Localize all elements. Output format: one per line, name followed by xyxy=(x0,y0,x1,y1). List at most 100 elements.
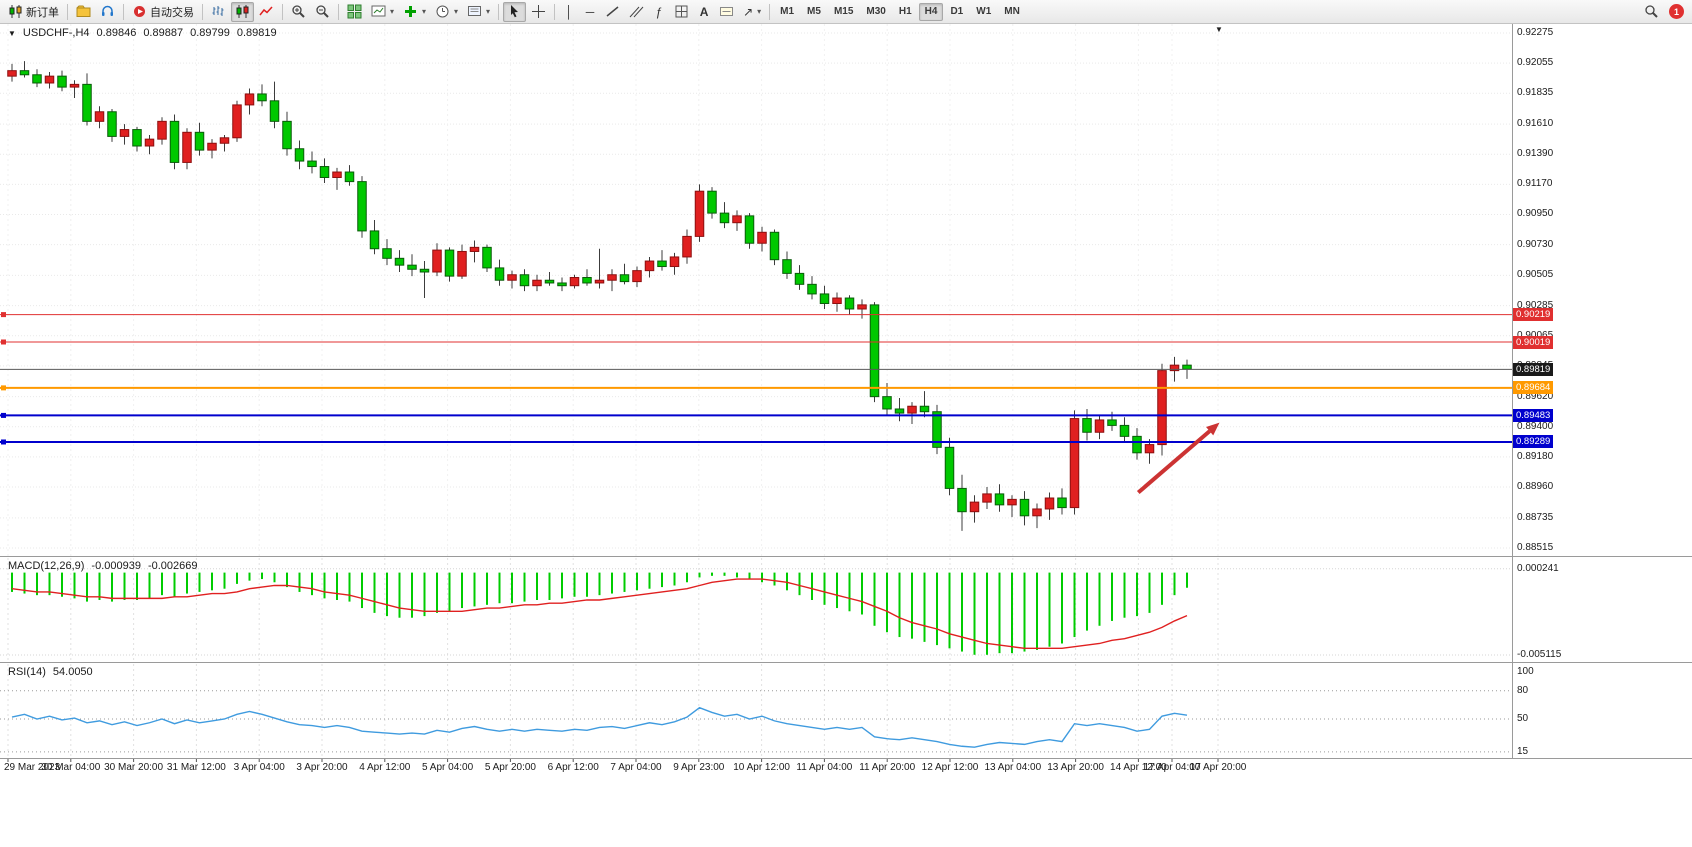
toolbar-separator xyxy=(67,3,68,20)
indicators-plus-icon xyxy=(403,4,418,19)
auto-trading-button[interactable]: 自动交易 xyxy=(128,2,198,22)
profiles-button[interactable] xyxy=(72,2,95,22)
candle-body xyxy=(369,230,380,250)
candle-body xyxy=(982,493,992,503)
time-axis-label: 9 Apr 23:00 xyxy=(673,762,725,773)
chevron-down-icon: ▾ xyxy=(422,7,427,16)
timeframe-button-m30[interactable]: M30 xyxy=(860,3,891,21)
collapse-arrow-icon[interactable]: ▼ xyxy=(8,29,16,38)
timeframe-button-h4[interactable]: H4 xyxy=(918,2,944,21)
trend-arrow-object[interactable] xyxy=(1136,429,1211,495)
candle-body xyxy=(419,268,430,273)
candle-body xyxy=(494,267,505,281)
rsi-axis-label: 50 xyxy=(1517,713,1529,724)
candle-body xyxy=(1032,508,1042,517)
text-button[interactable]: A xyxy=(694,2,714,22)
zoom-out-icon xyxy=(315,4,330,19)
time-axis-label: 14 Apr 12:00 xyxy=(1110,762,1167,773)
timeframe-button-m1[interactable]: M1 xyxy=(774,3,800,21)
label-button[interactable] xyxy=(715,2,738,22)
line-anchor-handle[interactable] xyxy=(1,385,6,391)
channel-button[interactable] xyxy=(625,2,648,22)
chart-shift-marker-icon[interactable]: ▼ xyxy=(1215,25,1223,34)
shapes-button[interactable] xyxy=(670,2,693,22)
tile-windows-icon xyxy=(347,4,362,19)
candle-body xyxy=(457,250,467,277)
candle-body xyxy=(69,83,80,88)
arrows-button[interactable]: ↗ ▾ xyxy=(739,2,765,22)
candle-body xyxy=(244,93,255,106)
candle-body xyxy=(1069,418,1080,509)
timeframe-button-w1[interactable]: W1 xyxy=(970,3,997,21)
time-axis-label: 13 Apr 20:00 xyxy=(1047,762,1104,773)
fibonacci-icon: ƒ xyxy=(655,4,663,19)
new-chart-button[interactable]: ▾ xyxy=(367,2,398,22)
arrow-tool-icon: ↗ xyxy=(743,4,754,19)
market-watch-button[interactable] xyxy=(96,2,119,22)
templates-icon xyxy=(467,4,482,19)
line-anchor-handle[interactable] xyxy=(1,312,6,318)
crosshair-button[interactable] xyxy=(527,2,550,22)
horizontal-line-button[interactable]: ─ xyxy=(580,2,600,22)
price-tag: 0.89289 xyxy=(1513,435,1554,449)
candle-body xyxy=(407,264,417,270)
indicators-button[interactable]: ▾ xyxy=(399,2,430,22)
line-anchor-handle[interactable] xyxy=(1,412,6,418)
label-icon xyxy=(719,4,734,19)
periods-button[interactable]: ▾ xyxy=(431,2,462,22)
price-tag: 0.89684 xyxy=(1513,381,1554,395)
timeframe-button-d1[interactable]: D1 xyxy=(944,3,969,21)
cursor-icon xyxy=(507,4,522,19)
zoom-in-button[interactable] xyxy=(287,2,310,22)
candle-body xyxy=(257,93,267,102)
candle-body xyxy=(44,75,55,84)
toolbar-right: 1 xyxy=(1640,2,1688,22)
search-button[interactable] xyxy=(1640,2,1663,22)
candle-body xyxy=(794,272,805,285)
tile-windows-button[interactable] xyxy=(343,2,366,22)
zoom-out-button[interactable] xyxy=(311,2,334,22)
price-axis-label: 0.90730 xyxy=(1517,238,1554,250)
candle-body xyxy=(832,297,842,305)
timeframe-button-mn[interactable]: MN xyxy=(998,3,1026,21)
trend-arrow-head[interactable] xyxy=(1206,422,1220,436)
vertical-line-button[interactable]: │ xyxy=(559,2,579,22)
chevron-down-icon: ▾ xyxy=(757,7,762,16)
trendline-button[interactable] xyxy=(601,2,624,22)
line-chart-button[interactable] xyxy=(255,2,278,22)
templates-button[interactable]: ▾ xyxy=(463,2,494,22)
ohlc-high: 0.89887 xyxy=(143,27,184,39)
new-order-button[interactable]: 新订单 xyxy=(4,2,63,22)
fibonacci-button[interactable]: ƒ xyxy=(649,2,669,22)
candle-body xyxy=(1094,419,1105,433)
timeframe-button-h1[interactable]: H1 xyxy=(893,3,918,21)
candle-body xyxy=(344,171,355,183)
toolbar-separator xyxy=(338,3,339,20)
candle-body xyxy=(744,215,755,244)
candle-body xyxy=(332,171,342,179)
symbol-label: USDCHF-,H4 xyxy=(22,27,90,39)
ohlc-low: 0.89799 xyxy=(190,27,230,39)
macd-name: MACD(12,26,9) xyxy=(8,560,85,572)
rsi-axis-label: 100 xyxy=(1517,666,1534,677)
line-anchor-handle[interactable] xyxy=(1,439,6,445)
line-anchor-handle[interactable] xyxy=(1,339,6,345)
bars-chart-button[interactable] xyxy=(207,2,230,22)
toolbar-separator xyxy=(498,3,500,20)
timeframe-button-m5[interactable]: M5 xyxy=(801,3,827,21)
candle-body xyxy=(857,304,867,310)
candle-body xyxy=(382,248,392,259)
timeframe-button-m15[interactable]: M15 xyxy=(828,3,859,21)
cursor-button[interactable] xyxy=(503,1,527,22)
candle-body xyxy=(632,270,642,283)
candle-body xyxy=(169,120,180,163)
notifications-badge[interactable]: 1 xyxy=(1669,4,1684,19)
headset-icon xyxy=(100,4,115,19)
candle-body xyxy=(444,249,455,277)
toolbar-separator xyxy=(202,3,203,20)
time-axis-label: 29 Mar 2023 xyxy=(4,762,61,773)
candlestick-chart-button[interactable] xyxy=(231,1,254,22)
candle-body xyxy=(182,131,192,163)
